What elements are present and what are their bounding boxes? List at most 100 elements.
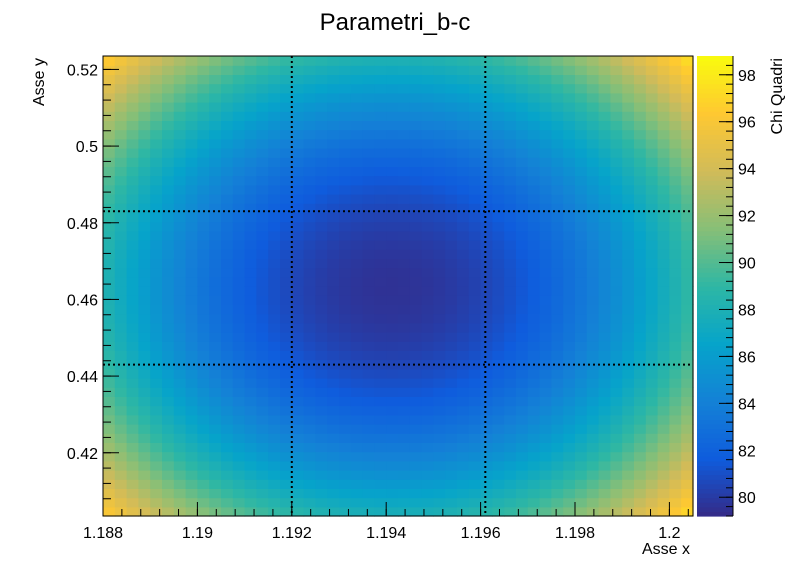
heatmap-cell (421, 424, 434, 434)
heatmap-cell (162, 129, 175, 140)
heatmap-cell (398, 184, 411, 195)
heatmap-cell (280, 378, 293, 388)
heatmap-cell (575, 148, 588, 158)
heatmap-cell (445, 65, 458, 75)
heatmap-cell (492, 221, 505, 232)
color-scale-step (697, 125, 733, 131)
heatmap-cell (409, 332, 423, 342)
heatmap-cell (504, 479, 517, 489)
heatmap-cell (103, 56, 116, 66)
heatmap-cell (539, 405, 552, 416)
heatmap-cell (362, 230, 375, 241)
heatmap-cell (126, 258, 139, 269)
heatmap-cell (421, 313, 434, 324)
heatmap-cell (221, 286, 234, 296)
heatmap-cell (645, 497, 659, 508)
heatmap-cell (421, 194, 434, 204)
heatmap-cell (586, 341, 600, 351)
heatmap-cell (586, 138, 600, 149)
heatmap-cell (244, 387, 257, 397)
heatmap-cell (480, 129, 493, 140)
heatmap-cell (138, 350, 151, 361)
heatmap-cell (386, 470, 399, 480)
heatmap-cell (138, 378, 151, 388)
heatmap-cell (480, 470, 493, 480)
heatmap-cell (610, 396, 623, 407)
heatmap-cell (197, 322, 210, 333)
heatmap-cell (516, 102, 529, 112)
heatmap-cell (209, 120, 222, 131)
z-tick-label: 90 (738, 256, 756, 273)
heatmap-cell (457, 497, 470, 508)
heatmap-cell (185, 479, 198, 489)
heatmap-cell (244, 488, 257, 499)
heatmap-cell (280, 350, 293, 361)
heatmap-cell (645, 267, 659, 278)
heatmap-cell (386, 212, 399, 223)
contour-lines (103, 56, 693, 516)
heatmap-cell (598, 230, 611, 241)
heatmap-cell (586, 387, 600, 397)
heatmap-cell (421, 92, 434, 103)
heatmap-cell (681, 506, 694, 517)
heatmap-cell (610, 65, 623, 75)
heatmap-cell (598, 258, 611, 269)
heatmap-cell (138, 258, 151, 269)
heatmap-cell (645, 221, 659, 232)
heatmap-cell (126, 111, 139, 121)
color-scale-step (697, 249, 733, 255)
heatmap-cell (232, 368, 246, 379)
heatmap-cell (291, 387, 305, 397)
heatmap-cell (280, 120, 293, 131)
heatmap-cell (409, 221, 423, 232)
z-tick-label: 82 (738, 443, 756, 460)
heatmap-cell (374, 442, 387, 453)
heatmap-cell (480, 83, 493, 94)
heatmap-cell (162, 267, 175, 278)
heatmap-cell (197, 230, 210, 241)
heatmap-cell (657, 212, 670, 223)
heatmap-cell (551, 286, 564, 296)
color-scale-step (697, 460, 733, 466)
heatmap-cell (150, 92, 163, 103)
heatmap-cell (374, 184, 387, 195)
heatmap-cell (492, 341, 505, 351)
z-tick-label: 94 (738, 162, 756, 179)
heatmap-cell (339, 138, 352, 149)
heatmap-cell (492, 65, 505, 75)
heatmap-cell (374, 322, 387, 333)
heatmap-cell (516, 387, 529, 397)
heatmap-cell (339, 230, 352, 241)
heatmap-cell (138, 276, 151, 287)
heatmap-cell (173, 74, 187, 85)
heatmap-cell (150, 175, 163, 186)
heatmap-cell (374, 249, 387, 259)
heatmap-cell (350, 194, 364, 204)
color-scale-step (697, 382, 733, 388)
heatmap-cell (291, 184, 305, 195)
color-scale-step (697, 157, 733, 163)
heatmap-cell (516, 396, 529, 407)
heatmap-cell (232, 350, 246, 361)
heatmap-cell (657, 295, 670, 305)
heatmap-cell (409, 83, 423, 94)
heatmap-cell (610, 506, 623, 517)
heatmap-cell (350, 203, 364, 213)
heatmap-cell (563, 148, 576, 158)
heatmap-cell (645, 359, 659, 370)
heatmap-cell (516, 470, 529, 480)
heatmap-cell (468, 56, 482, 66)
heatmap-cell (669, 212, 682, 223)
heatmap-cell (480, 359, 493, 370)
heatmap-cell (185, 92, 198, 103)
heatmap-cell (598, 276, 611, 287)
heatmap-cell (445, 470, 458, 480)
heatmap-cell (598, 497, 611, 508)
heatmap-cell (197, 451, 210, 462)
heatmap-cell (480, 295, 493, 305)
heatmap-cell (681, 184, 694, 195)
heatmap-cell (350, 359, 364, 370)
heatmap-cell (457, 267, 470, 278)
heatmap-cell (339, 405, 352, 416)
